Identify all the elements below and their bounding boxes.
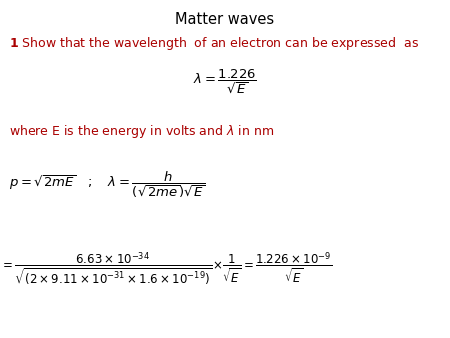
Text: $p = \sqrt{2mE} \quad ; \quad \lambda = \dfrac{h}{(\sqrt{2me})\sqrt{E}}$: $p = \sqrt{2mE} \quad ; \quad \lambda = … <box>9 169 205 200</box>
Text: $\mathbf{1}$ Show that the wavelength  of an electron can be expressed  as: $\mathbf{1}$ Show that the wavelength of… <box>9 35 419 52</box>
Text: where E is the energy in volts and $\lambda$ in nm: where E is the energy in volts and $\lam… <box>9 123 274 140</box>
Text: $\lambda = \dfrac{1.226}{\sqrt{E}}$: $\lambda = \dfrac{1.226}{\sqrt{E}}$ <box>193 68 257 96</box>
Text: Matter waves: Matter waves <box>176 12 274 27</box>
Text: $= \dfrac{6.63\times10^{-34}}{\sqrt{(2\times9.11\times10^{-31}\times1.6\times10^: $= \dfrac{6.63\times10^{-34}}{\sqrt{(2\t… <box>0 250 332 288</box>
